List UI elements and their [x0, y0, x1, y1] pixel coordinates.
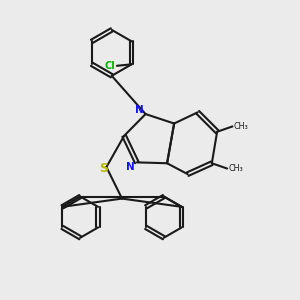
Text: N: N [135, 105, 144, 115]
Text: S: S [99, 162, 108, 175]
Text: CH₃: CH₃ [234, 122, 248, 131]
Text: CH₃: CH₃ [228, 164, 243, 173]
Text: N: N [127, 162, 135, 172]
Text: Cl: Cl [105, 61, 116, 71]
